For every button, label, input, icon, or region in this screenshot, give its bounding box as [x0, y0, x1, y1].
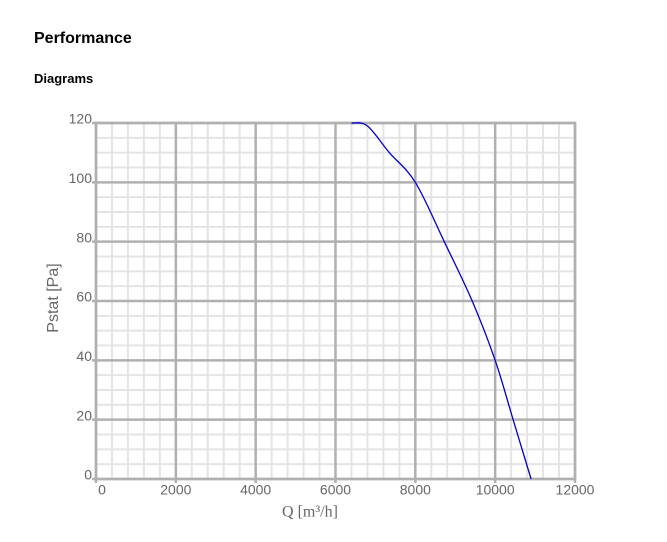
- x-tick-label: 4000: [240, 482, 271, 498]
- section-title: Diagrams: [34, 71, 94, 86]
- y-tick-label: 80: [76, 229, 92, 245]
- x-tick-label: 2000: [160, 482, 191, 498]
- y-tick-label: 60: [76, 289, 92, 305]
- y-tick-label: 120: [69, 111, 93, 127]
- x-tick-label: 6000: [320, 482, 351, 498]
- y-axis-label: Pstat [Pa]: [45, 263, 62, 332]
- page-title: Performance: [34, 30, 132, 47]
- y-tick-label: 0: [84, 467, 92, 483]
- y-tick-label: 100: [69, 170, 93, 186]
- x-tick-label: 0: [98, 482, 106, 498]
- x-tick-label: 10000: [476, 482, 515, 498]
- x-tick-label: 8000: [400, 482, 431, 498]
- y-tick-label: 20: [76, 407, 92, 423]
- x-tick-label: 12000: [556, 482, 595, 498]
- curve: [351, 122, 532, 480]
- plot-border: [94, 121, 577, 481]
- y-tick-label: 40: [76, 348, 92, 364]
- x-axis-label: Q [m³/h]: [282, 504, 338, 521]
